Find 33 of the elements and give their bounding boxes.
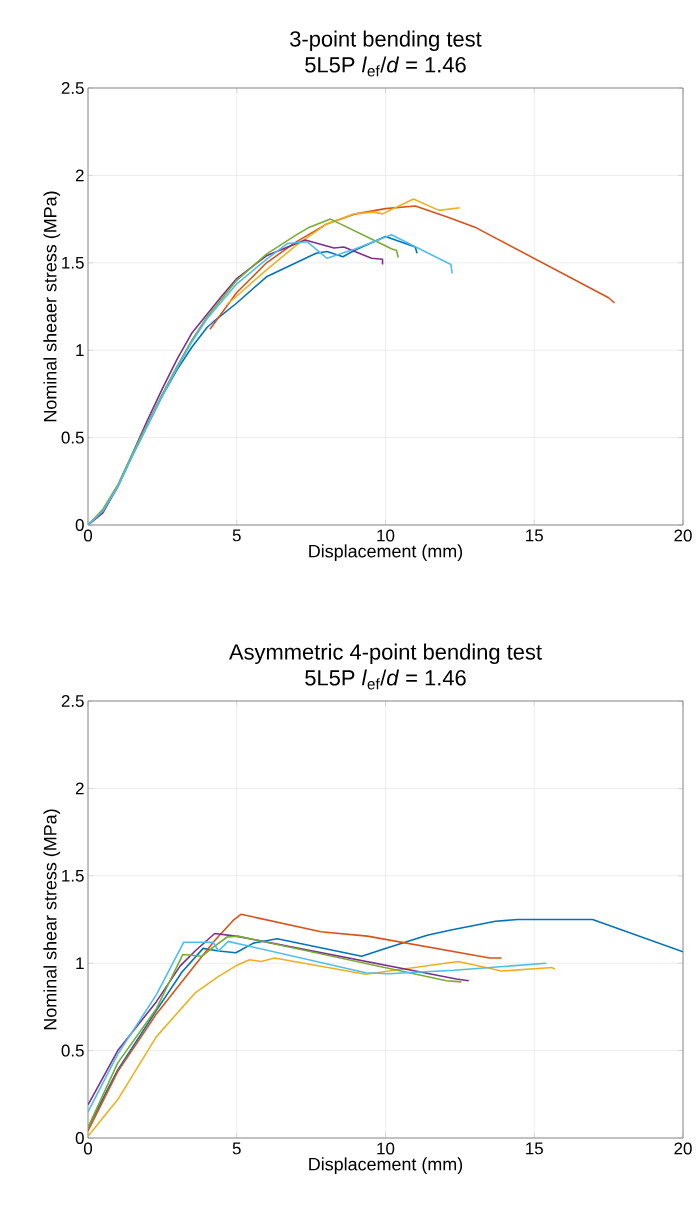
line-series: [225, 198, 461, 306]
y-tick-label: 1.5: [62, 869, 84, 882]
chart-subtitle: 5L5P l$_{ef}$/d = 1.46: [305, 56, 466, 77]
x-tick-label: 5: [232, 529, 241, 542]
line-series: [209, 205, 616, 331]
x-tick-label: 5: [232, 1142, 241, 1155]
y-tick-label: 2.5: [61, 695, 84, 708]
x-tick-label: 10: [377, 1142, 395, 1155]
y-axis-title: Nominal shear stress (MPa): [43, 809, 61, 1030]
y-tick-label: 2: [75, 782, 84, 795]
x-axis-title: Displacement (mm): [309, 1157, 463, 1175]
x-axis-title: Displacement (mm): [309, 544, 463, 562]
x-tick-label: 15: [526, 529, 543, 542]
y-tick-label: 1: [76, 957, 84, 970]
y-tick-label: 0.5: [61, 1044, 84, 1057]
y-tick-label: 2: [75, 169, 84, 182]
y-tick-label: 1: [76, 344, 84, 357]
chart-title: 3-point bending test: [290, 30, 482, 52]
chart-subtitle: 5L5P l$_{ef}$/d = 1.46: [305, 669, 466, 690]
y-tick-label: 1.5: [62, 256, 84, 269]
chart-title: Asymmetric 4-point bending test: [229, 643, 542, 665]
x-tick-label: 20: [674, 529, 692, 542]
y-tick-label: 0: [75, 519, 84, 531]
line-series: [88, 913, 503, 1132]
x-tick-label: 15: [526, 1142, 543, 1155]
x-tick-label: 20: [674, 1142, 692, 1155]
y-tick-label: 0: [75, 1132, 84, 1145]
x-tick-label: 10: [377, 529, 395, 542]
line-series: [88, 957, 556, 1138]
y-tick-label: 2.5: [61, 82, 84, 94]
line-series: [88, 940, 547, 1113]
y-axis-title: Nominal sheaer stress (MPa): [43, 191, 61, 422]
y-tick-label: 0.5: [61, 431, 84, 444]
